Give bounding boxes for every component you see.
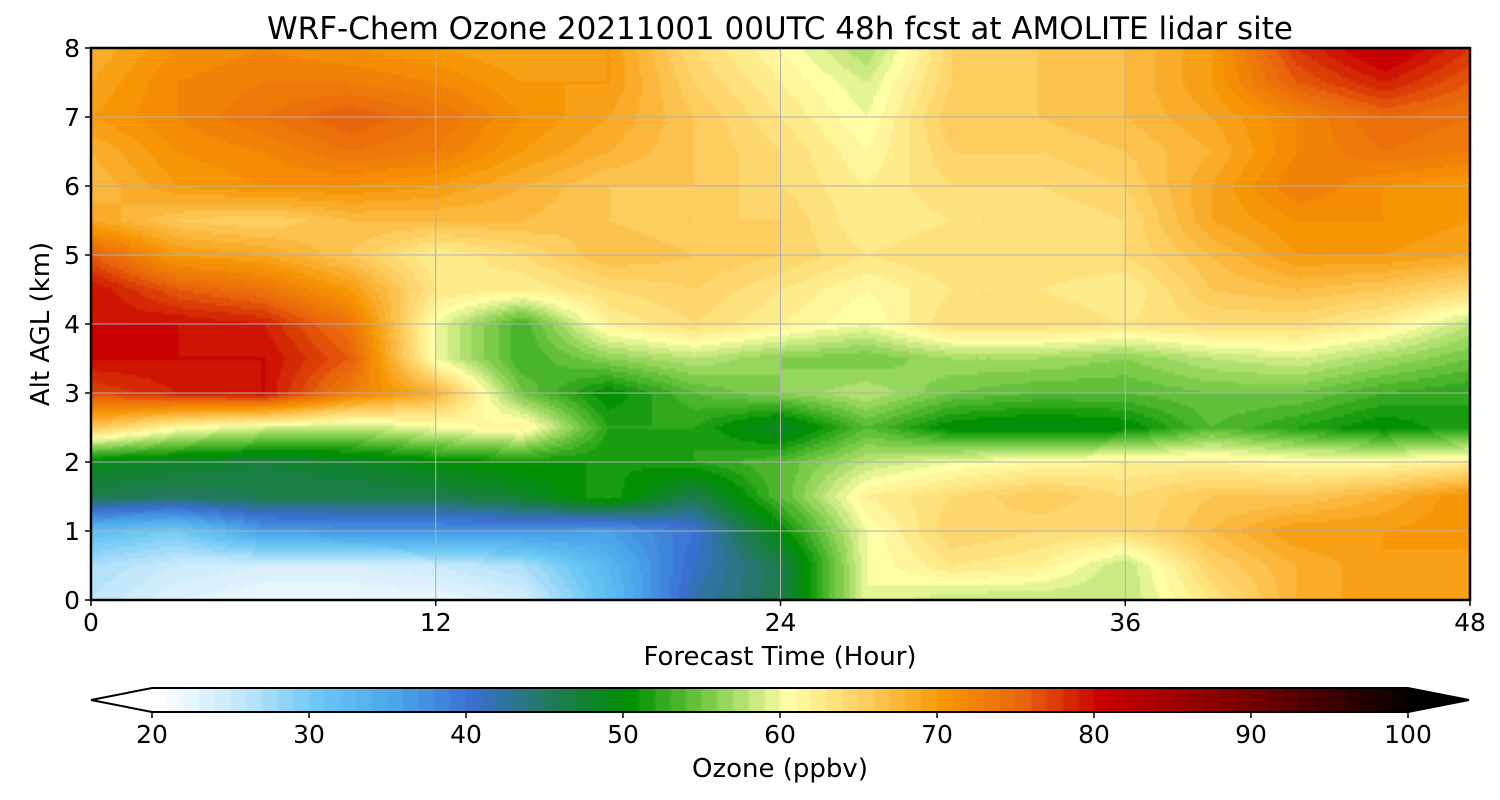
y-tick-label: 5 <box>64 241 80 270</box>
y-tick-label: 0 <box>64 586 80 615</box>
colorbar-tick-label: 20 <box>136 720 168 749</box>
x-tick-label: 12 <box>420 608 452 637</box>
colorbar-gradient <box>152 688 1408 712</box>
x-tick-label: 24 <box>765 608 797 637</box>
colorbar-tick-label: 70 <box>921 720 953 749</box>
colorbar-tick-label: 40 <box>450 720 482 749</box>
colorbar-tick-label: 30 <box>293 720 325 749</box>
x-tick-label: 48 <box>1454 608 1486 637</box>
colorbar-tick-label: 80 <box>1078 720 1110 749</box>
y-tick-label: 8 <box>64 34 80 63</box>
y-axis: 0 1 2 3 4 5 6 7 8 <box>64 34 91 615</box>
plot-area <box>89 46 1472 602</box>
x-tick-label: 36 <box>1109 608 1141 637</box>
y-tick-label: 2 <box>64 448 80 477</box>
x-tick-label: 0 <box>83 608 99 637</box>
y-tick-label: 6 <box>64 172 80 201</box>
y-tick-label: 1 <box>64 517 80 546</box>
colorbar-tick-label: 100 <box>1384 720 1432 749</box>
colorbar-max-extension <box>1408 688 1469 712</box>
y-tick-label: 7 <box>64 103 80 132</box>
colorbar: 20 30 40 50 60 70 80 90 100 Ozone (ppbv) <box>90 687 1470 784</box>
colorbar-label: Ozone (ppbv) <box>692 754 868 784</box>
colorbar-tick-label: 50 <box>607 720 639 749</box>
y-tick-label: 4 <box>64 310 80 339</box>
x-axis-label: Forecast Time (Hour) <box>643 642 916 672</box>
chart-title: WRF-Chem Ozone 20211001 00UTC 48h fcst a… <box>267 11 1293 47</box>
colorbar-min-extension <box>91 688 152 712</box>
colorbar-tick-label: 90 <box>1235 720 1267 749</box>
x-axis: 0 12 24 36 48 <box>83 600 1486 637</box>
grid-lines <box>91 48 1470 600</box>
colorbar-tick-label: 60 <box>764 720 796 749</box>
y-axis-label: Alt AGL (km) <box>26 242 56 406</box>
colorbar-ticks: 20 30 40 50 60 70 80 90 100 <box>136 712 1432 749</box>
y-tick-label: 3 <box>64 379 80 408</box>
